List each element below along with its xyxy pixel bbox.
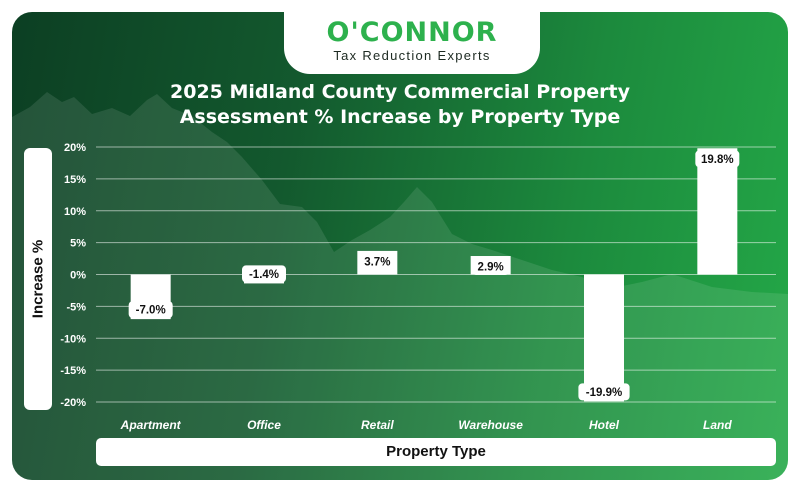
y-tick-label: 20% bbox=[64, 142, 86, 154]
x-tick-label: Apartment bbox=[120, 418, 182, 432]
data-label-bg bbox=[358, 252, 396, 270]
y-tick-label: -10% bbox=[60, 333, 86, 345]
data-label-bg bbox=[695, 150, 740, 168]
data-label: -19.9% bbox=[586, 387, 622, 399]
data-label: -1.4% bbox=[249, 269, 279, 281]
x-tick-label: Retail bbox=[361, 418, 394, 432]
bar bbox=[697, 148, 738, 275]
bar bbox=[584, 274, 624, 402]
y-tick-label: 5% bbox=[70, 238, 86, 250]
y-tick-label: 10% bbox=[64, 206, 86, 218]
data-label: -7.0% bbox=[136, 305, 166, 317]
x-tick-label: Land bbox=[703, 418, 732, 432]
x-tick-label: Office bbox=[247, 418, 281, 432]
data-label: 3.7% bbox=[364, 256, 390, 268]
data-label-bg bbox=[128, 301, 173, 319]
x-tick-label: Hotel bbox=[589, 418, 620, 432]
x-axis-label: Property Type bbox=[96, 438, 776, 466]
brand-logo: O'CONNOR Tax Reduction Experts bbox=[284, 12, 540, 74]
data-label: 2.9% bbox=[478, 262, 504, 274]
brand-tagline: Tax Reduction Experts bbox=[333, 48, 491, 63]
chart-title: 2025 Midland County Commercial Property … bbox=[0, 80, 800, 130]
x-tick-label: Warehouse bbox=[458, 418, 523, 432]
y-tick-label: 15% bbox=[64, 174, 86, 186]
y-tick-label: 0% bbox=[70, 270, 86, 282]
data-label-bg bbox=[578, 383, 630, 401]
chart-title-line-2: Assessment % Increase by Property Type bbox=[179, 106, 621, 128]
y-tick-label: -5% bbox=[66, 301, 86, 313]
data-label-bg bbox=[242, 265, 286, 283]
chart-title-line-1: 2025 Midland County Commercial Property bbox=[170, 81, 630, 103]
data-label-bg bbox=[472, 258, 510, 276]
y-tick-label: -15% bbox=[60, 365, 86, 377]
y-axis-label-box bbox=[24, 148, 52, 410]
brand-name: O'CONNOR bbox=[326, 17, 498, 48]
data-label: 19.8% bbox=[701, 154, 734, 166]
y-tick-label: -20% bbox=[60, 397, 86, 409]
